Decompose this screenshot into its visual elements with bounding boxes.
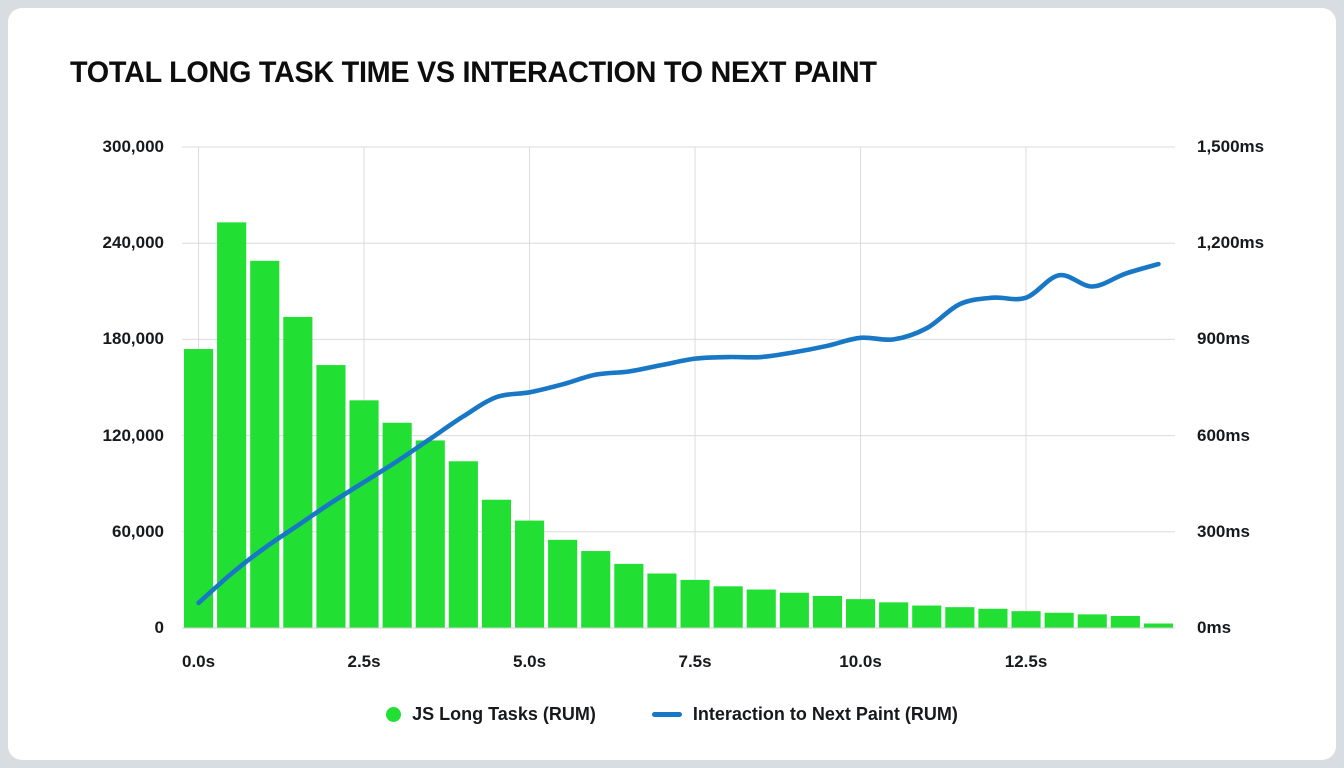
bar [481, 499, 512, 628]
bar [680, 579, 710, 628]
x-axis-tick: 7.5s [678, 652, 712, 671]
legend-line-icon [651, 712, 682, 717]
line-series [196, 261, 1161, 606]
x-axis-tick: 5.0s [513, 652, 547, 671]
legend-label: JS Long Tasks (RUM) [412, 704, 596, 724]
legend-item[interactable]: JS Long Tasks (RUM) [386, 704, 596, 725]
legend-label: Interaction to Next Paint (RUM) [692, 704, 958, 724]
bar [349, 400, 379, 628]
bar [283, 316, 313, 628]
chart-plot-area [182, 146, 1175, 629]
x-axis-tick: 2.5s [347, 652, 381, 671]
bar [812, 595, 843, 628]
y-axis-left-tick: 300,000 [102, 137, 164, 156]
bar [448, 461, 478, 628]
legend-circle-icon [386, 707, 402, 722]
bar [713, 586, 743, 628]
y-axis-right-tick: 900ms [1197, 329, 1250, 349]
x-axis-tick: 10.0s [839, 652, 882, 671]
y-axis-right-tick: 1,200ms [1197, 233, 1265, 253]
page-title: TOTAL LONG TASK TIME VS INTERACTION TO N… [70, 56, 877, 89]
y-axis-right-tick: 600ms [1197, 425, 1250, 445]
y-axis-right-tick: 0ms [1197, 618, 1232, 637]
y-axis-left-tick: 240,000 [102, 233, 164, 253]
bar [514, 520, 545, 628]
x-axis-tick: 12.5s [1004, 652, 1048, 671]
bar [581, 551, 611, 628]
bar [647, 573, 677, 628]
y-axis-left-tick: 60,000 [112, 521, 164, 541]
bar [1011, 611, 1041, 628]
bar [614, 563, 644, 628]
bar [879, 602, 909, 628]
gridlines [182, 146, 1175, 629]
legend-item[interactable]: Interaction to Next Paint (RUM) [651, 704, 958, 725]
bar [1110, 615, 1140, 628]
bar [250, 260, 280, 628]
bar [779, 592, 809, 628]
y-axis-left-tick: 180,000 [102, 329, 164, 349]
bar [548, 539, 578, 628]
bar [945, 607, 975, 628]
chart-legend: JS Long Tasks (RUM) Interaction to Next P… [8, 704, 1336, 725]
bar [746, 589, 776, 628]
bar [1143, 623, 1174, 628]
bar [978, 608, 1008, 628]
bar [845, 599, 876, 628]
bar [1077, 614, 1107, 628]
bar [415, 440, 445, 628]
bar-series [183, 222, 1174, 628]
bar [217, 222, 247, 628]
x-axis-tick: 0.0s [182, 652, 216, 671]
bar [1044, 612, 1074, 628]
y-axis-left-tick: 0 [154, 618, 164, 637]
y-axis-right-tick: 300ms [1197, 521, 1250, 541]
y-axis-right-tick: 1,500ms [1197, 137, 1265, 156]
chart-card: TOTAL LONG TASK TIME VS INTERACTION TO N… [8, 8, 1336, 760]
bar [912, 605, 942, 628]
y-axis-left-tick: 120,000 [102, 425, 164, 445]
bar [183, 349, 214, 628]
